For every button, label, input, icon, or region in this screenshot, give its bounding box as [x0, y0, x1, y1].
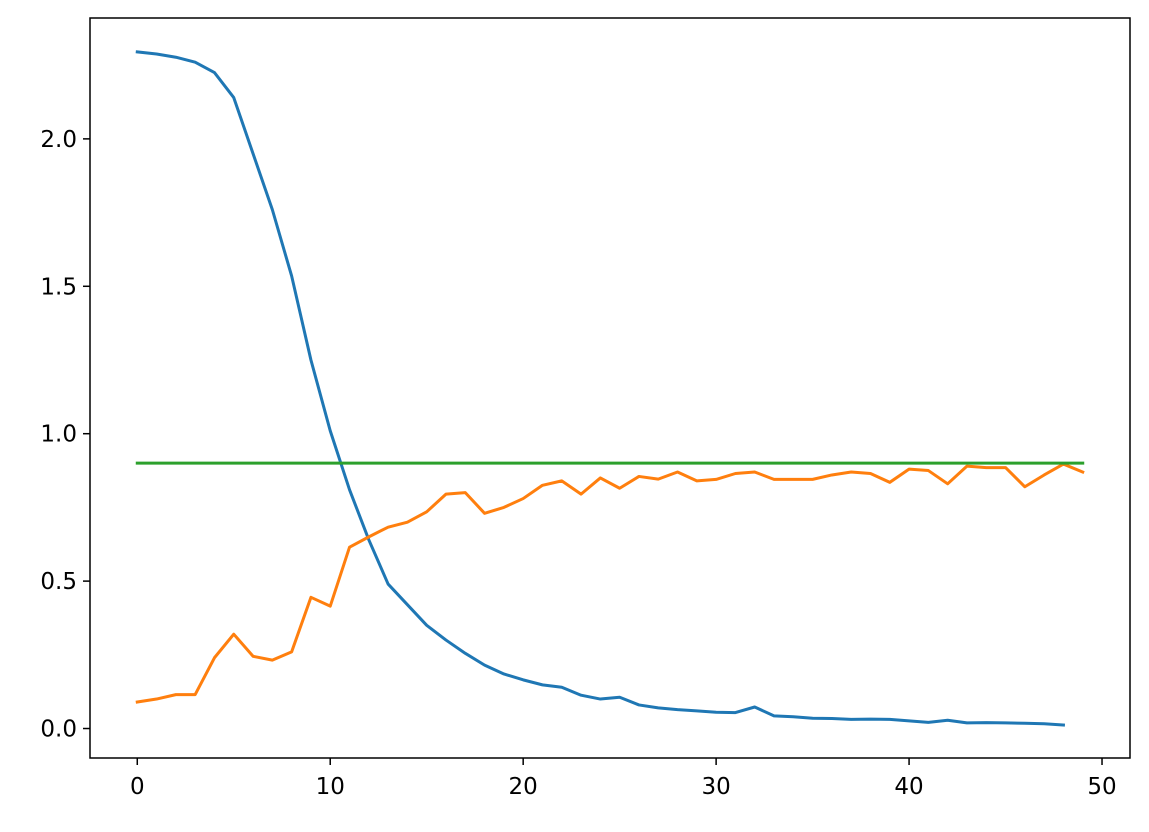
series-line-1: [135, 50, 1066, 727]
x-tick-label: 40: [894, 774, 923, 800]
x-tick-label: 30: [701, 774, 730, 800]
series-layer: [135, 50, 1085, 727]
plot-area: [90, 18, 1130, 758]
x-tick-label: 50: [1087, 774, 1116, 800]
plot-frame: [89, 17, 1131, 759]
x-tick-label: 10: [316, 774, 345, 800]
x-tick-label: 0: [130, 774, 145, 800]
y-tick-label: 2.0: [40, 127, 77, 153]
x-tick-label: 20: [509, 774, 538, 800]
y-tick-label: 0.0: [40, 717, 77, 743]
y-tick-label: 1.5: [40, 274, 77, 300]
y-tick-label: 0.5: [40, 569, 77, 595]
y-tick-label: 1.0: [40, 422, 77, 448]
x-axis: 0 10 20 30 40 50: [130, 758, 1117, 800]
series-line-2: [135, 462, 1085, 704]
y-axis: 0.0 0.5 1.0 1.5 2.0: [40, 127, 90, 743]
